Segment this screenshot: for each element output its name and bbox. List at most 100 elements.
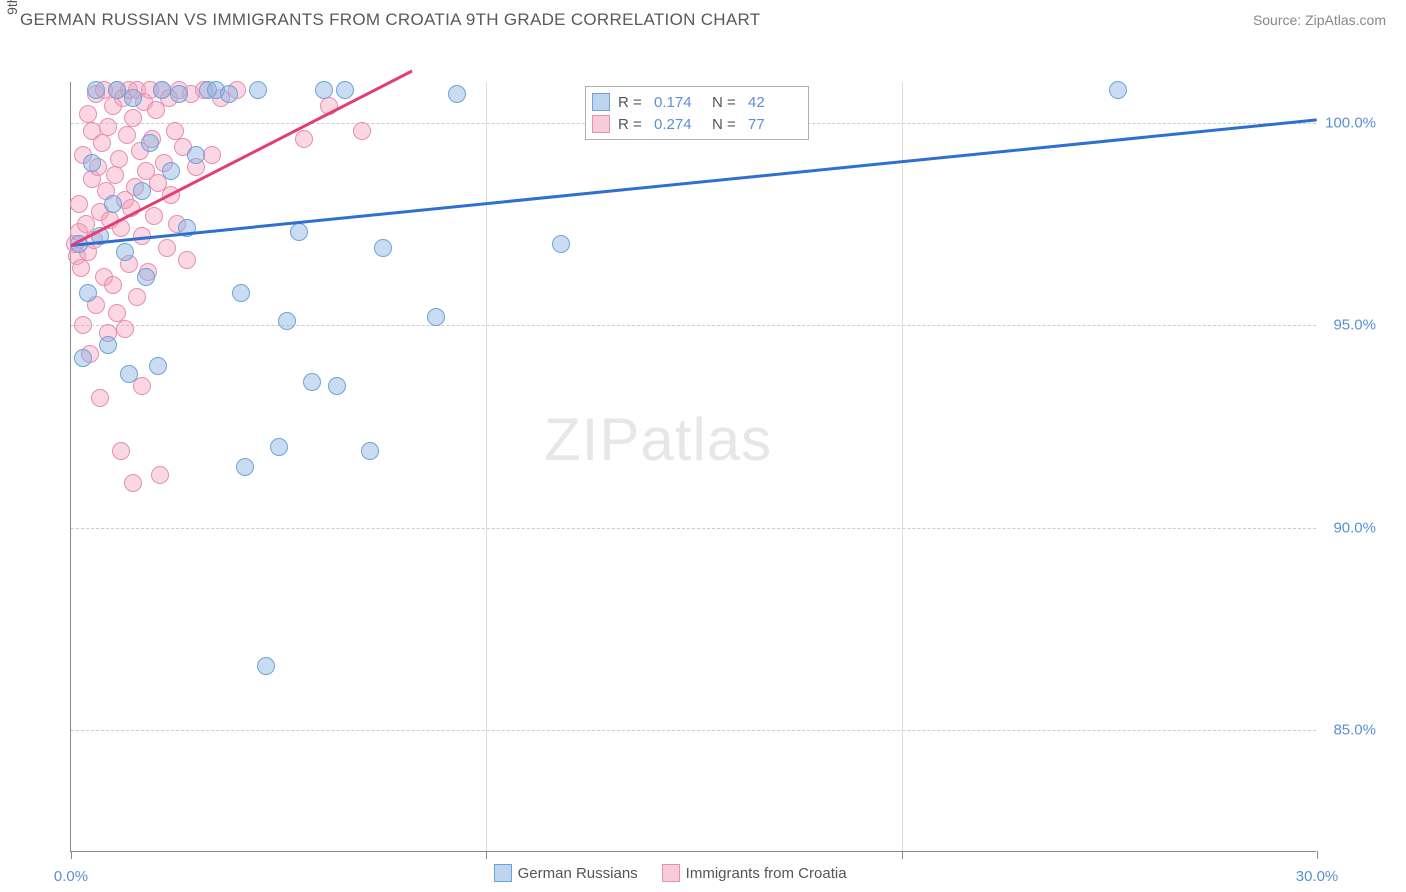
correlation-legend-row: R = 0.274 N = 77 <box>592 113 798 135</box>
scatter-point <box>295 130 313 148</box>
scatter-point <box>112 442 130 460</box>
scatter-point <box>79 105 97 123</box>
scatter-point <box>232 284 250 302</box>
scatter-point <box>158 239 176 257</box>
scatter-point <box>1109 81 1127 99</box>
r-value: 0.274 <box>654 116 704 133</box>
scatter-point <box>118 126 136 144</box>
r-label: R = <box>618 116 646 133</box>
scatter-point <box>353 122 371 140</box>
watermark-atlas: atlas <box>640 406 772 473</box>
legend-swatch <box>592 115 610 133</box>
scatter-point <box>74 349 92 367</box>
scatter-point <box>99 336 117 354</box>
scatter-point <box>93 134 111 152</box>
scatter-point <box>427 308 445 326</box>
scatter-point <box>303 373 321 391</box>
scatter-point <box>203 146 221 164</box>
gridline-v <box>486 82 487 851</box>
y-tick-label: 95.0% <box>1333 317 1376 334</box>
source-label: Source: ZipAtlas.com <box>1253 12 1386 28</box>
scatter-point <box>236 458 254 476</box>
y-tick-label: 85.0% <box>1333 722 1376 739</box>
scatter-point <box>162 162 180 180</box>
scatter-point <box>74 316 92 334</box>
watermark-zip: ZIP <box>544 406 640 473</box>
scatter-point <box>99 118 117 136</box>
legend-swatch <box>592 93 610 111</box>
legend-item-german-russians: German Russians <box>494 864 638 882</box>
scatter-point <box>290 223 308 241</box>
r-label: R = <box>618 94 646 111</box>
r-value: 0.174 <box>654 94 704 111</box>
scatter-point <box>149 357 167 375</box>
scatter-point <box>108 81 126 99</box>
scatter-point <box>145 207 163 225</box>
scatter-point <box>278 312 296 330</box>
scatter-point <box>124 109 142 127</box>
scatter-point <box>110 150 128 168</box>
chart-header: GERMAN RUSSIAN VS IMMIGRANTS FROM CROATI… <box>0 0 1406 38</box>
scatter-point <box>170 85 188 103</box>
gridline-v <box>902 82 903 851</box>
legend-swatch <box>662 864 680 882</box>
n-value: 77 <box>748 116 798 133</box>
n-value: 42 <box>748 94 798 111</box>
scatter-point <box>106 166 124 184</box>
y-tick-label: 100.0% <box>1325 114 1376 131</box>
n-label: N = <box>712 94 740 111</box>
gridline-h <box>71 325 1316 326</box>
legend-label: German Russians <box>518 865 638 882</box>
x-tick-mark <box>71 851 72 859</box>
scatter-point <box>83 154 101 172</box>
scatter-point <box>187 146 205 164</box>
legend-swatch <box>494 864 512 882</box>
series-legend: German Russians Immigrants from Croatia <box>494 864 847 882</box>
scatter-point <box>151 466 169 484</box>
scatter-point <box>79 284 97 302</box>
scatter-point <box>328 377 346 395</box>
correlation-legend-row: R = 0.174 N = 42 <box>592 91 798 113</box>
watermark: ZIPatlas <box>544 405 772 474</box>
scatter-point <box>120 365 138 383</box>
gridline-h <box>71 528 1316 529</box>
scatter-point <box>116 320 134 338</box>
scatter-point <box>70 195 88 213</box>
scatter-point <box>116 243 134 261</box>
scatter-point <box>141 134 159 152</box>
scatter-point <box>128 288 146 306</box>
legend-item-immigrants-croatia: Immigrants from Croatia <box>662 864 847 882</box>
n-label: N = <box>712 116 740 133</box>
scatter-point <box>124 89 142 107</box>
scatter-point <box>124 474 142 492</box>
scatter-point <box>178 251 196 269</box>
scatter-point <box>220 85 238 103</box>
x-tick-mark <box>902 851 903 859</box>
scatter-point <box>153 81 171 99</box>
x-tick-label: 30.0% <box>1296 868 1339 885</box>
chart-title: GERMAN RUSSIAN VS IMMIGRANTS FROM CROATI… <box>20 10 760 30</box>
scatter-point <box>315 81 333 99</box>
legend-label: Immigrants from Croatia <box>686 865 847 882</box>
scatter-point <box>249 81 267 99</box>
scatter-point <box>137 268 155 286</box>
scatter-point <box>104 195 122 213</box>
correlation-legend: R = 0.174 N = 42 R = 0.274 N = 77 <box>585 86 809 140</box>
scatter-point <box>270 438 288 456</box>
y-tick-label: 90.0% <box>1333 519 1376 536</box>
scatter-point <box>133 182 151 200</box>
x-tick-label: 0.0% <box>54 868 88 885</box>
x-tick-mark <box>486 851 487 859</box>
scatter-point <box>87 81 105 99</box>
scatter-point <box>336 81 354 99</box>
scatter-point <box>72 259 90 277</box>
scatter-point <box>104 276 122 294</box>
scatter-point <box>374 239 392 257</box>
scatter-point <box>91 389 109 407</box>
scatter-point <box>361 442 379 460</box>
scatter-point <box>257 657 275 675</box>
scatter-point <box>552 235 570 253</box>
plot-area: ZIPatlas 85.0%90.0%95.0%100.0%0.0%30.0% <box>70 82 1316 852</box>
scatter-point <box>448 85 466 103</box>
y-axis-label: 9th Grade <box>4 0 20 15</box>
